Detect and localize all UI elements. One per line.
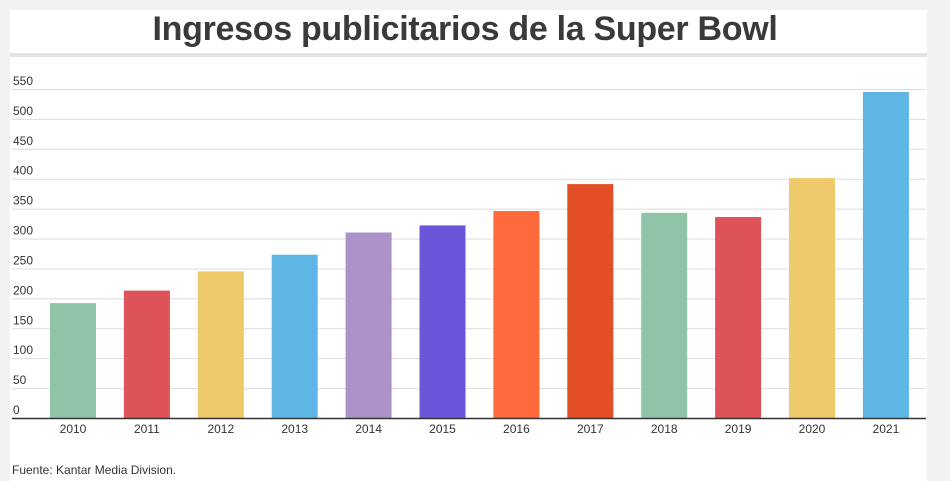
y-tick-label: 300: [13, 224, 33, 238]
y-tick-label: 400: [13, 164, 33, 178]
y-tick-label: 250: [13, 253, 33, 267]
bar-2020: [789, 178, 835, 418]
x-tick-label: 2018: [651, 422, 678, 436]
y-tick-label: 100: [13, 343, 33, 357]
source-note: Fuente: Kantar Media Division.: [12, 463, 177, 477]
y-axis-ticks: 0 50 100 150 200 250 300 350 400 450 500 550: [13, 74, 33, 417]
x-tick-label: 2020: [799, 422, 826, 436]
bar-2016: [493, 211, 540, 418]
y-tick-label: 550: [13, 74, 33, 88]
bar-2010: [50, 303, 96, 418]
bar-2019: [715, 217, 762, 418]
title-divider: [10, 53, 927, 57]
bar-2018: [641, 212, 688, 418]
x-tick-label: 2019: [725, 422, 752, 436]
bars: [50, 92, 909, 418]
x-tick-label: 2010: [60, 422, 87, 436]
chart-title: Ingresos publicitarios de la Super Bowl: [152, 10, 778, 48]
y-tick-label: 450: [13, 134, 33, 148]
y-tick-label: 350: [13, 194, 33, 208]
x-tick-label: 2017: [577, 422, 604, 436]
x-tick-label: 2011: [134, 422, 160, 436]
gridlines: [12, 88, 926, 390]
x-tick-label: 2013: [281, 422, 308, 436]
y-tick-label: 500: [13, 104, 33, 118]
bar-2012: [197, 271, 244, 418]
bar-2014: [345, 232, 392, 418]
bar-2015: [419, 225, 466, 418]
x-tick-label: 2014: [355, 422, 382, 436]
y-tick-label: 150: [13, 313, 33, 327]
x-tick-label: 2015: [429, 422, 456, 436]
x-axis-ticks: 2010 2011 2012 2013 2014 2015 2016 2017 2018 2019…: [60, 422, 900, 436]
bar-2011: [123, 290, 170, 418]
x-tick-label: 2021: [873, 422, 900, 436]
bar-2013: [271, 254, 318, 418]
y-tick-label: 50: [13, 373, 27, 387]
x-tick-label: 2012: [207, 422, 234, 436]
bar-2017: [567, 184, 614, 418]
y-tick-label: 0: [13, 403, 20, 417]
bar-2021: [862, 92, 909, 418]
x-tick-label: 2016: [503, 422, 530, 436]
y-tick-label: 200: [13, 283, 33, 297]
